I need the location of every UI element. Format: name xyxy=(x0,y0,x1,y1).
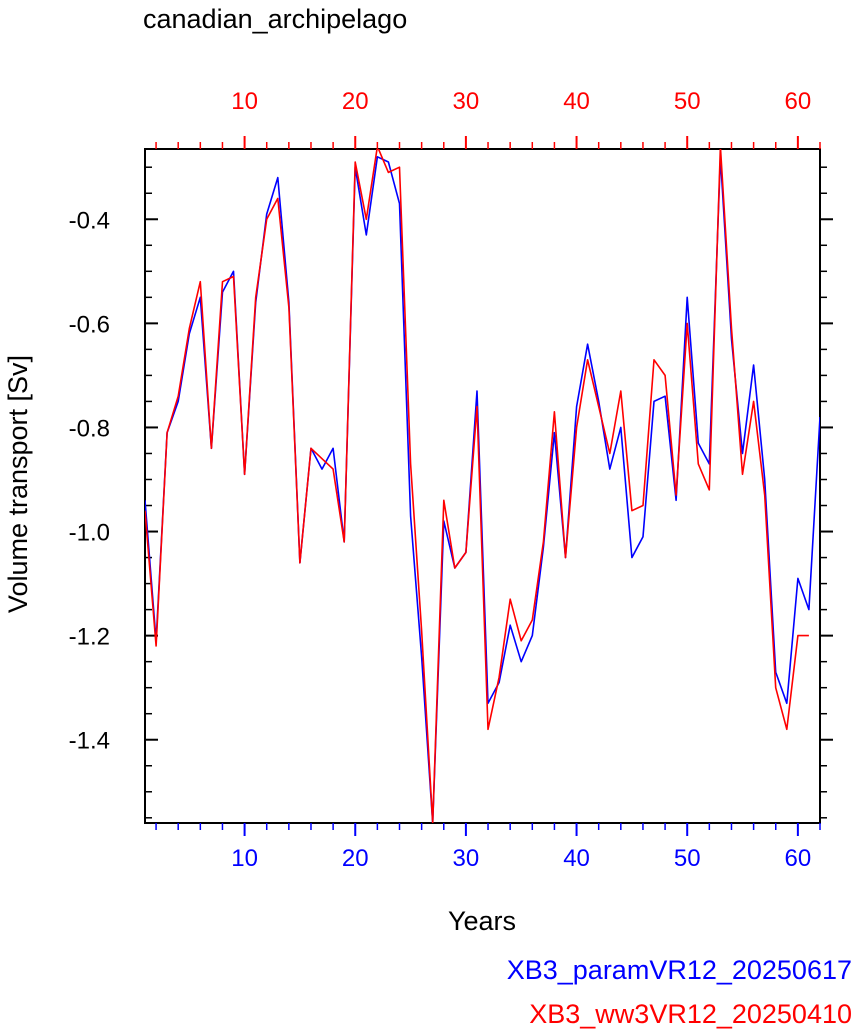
series-line-param xyxy=(145,156,820,823)
y-tick-label: -0.4 xyxy=(69,207,110,234)
y-axis-right xyxy=(820,166,833,819)
series-line-ww3 xyxy=(145,149,809,823)
series-layer xyxy=(145,149,820,823)
x-tick-label-top: 60 xyxy=(785,88,812,115)
y-tick-label: -0.8 xyxy=(69,415,110,442)
y-tick-label: -0.6 xyxy=(69,311,110,338)
plot-frame xyxy=(144,148,821,824)
x-tick-label-bottom: 30 xyxy=(453,845,480,872)
chart-title: canadian_archipelago xyxy=(143,4,407,34)
y-tick-label: -1.2 xyxy=(69,624,110,651)
x-tick-label-top: 40 xyxy=(563,88,590,115)
x-axis-top: 10 20 30 40 50 60 xyxy=(155,88,821,149)
x-tick-label-top: 10 xyxy=(231,88,258,115)
x-tick-label-top: 50 xyxy=(674,88,701,115)
y-tick-label: -1.0 xyxy=(69,520,110,547)
x-axis-bottom: 10 20 30 40 50 60 xyxy=(155,823,821,872)
y-axis-left: -1.4 -1.2 -1.0 -0.8 -0.6 -0.4 xyxy=(69,166,158,819)
legend-entry-param: XB3_paramVR12_20250617 xyxy=(507,955,852,985)
x-axis-label: Years xyxy=(448,906,516,936)
plot-area xyxy=(144,148,821,824)
x-tick-label-top: 30 xyxy=(453,88,480,115)
x-tick-label-bottom: 60 xyxy=(785,845,812,872)
x-tick-label-bottom: 10 xyxy=(231,845,258,872)
x-tick-label-bottom: 40 xyxy=(563,845,590,872)
y-tick-label: -1.4 xyxy=(69,728,110,755)
x-tick-label-bottom: 50 xyxy=(674,845,701,872)
legend-entry-ww3: XB3_ww3VR12_20250410 xyxy=(529,999,852,1029)
x-tick-label-bottom: 20 xyxy=(342,845,369,872)
y-axis-label: Volume transport [Sv] xyxy=(3,355,33,613)
x-tick-label-top: 20 xyxy=(342,88,369,115)
